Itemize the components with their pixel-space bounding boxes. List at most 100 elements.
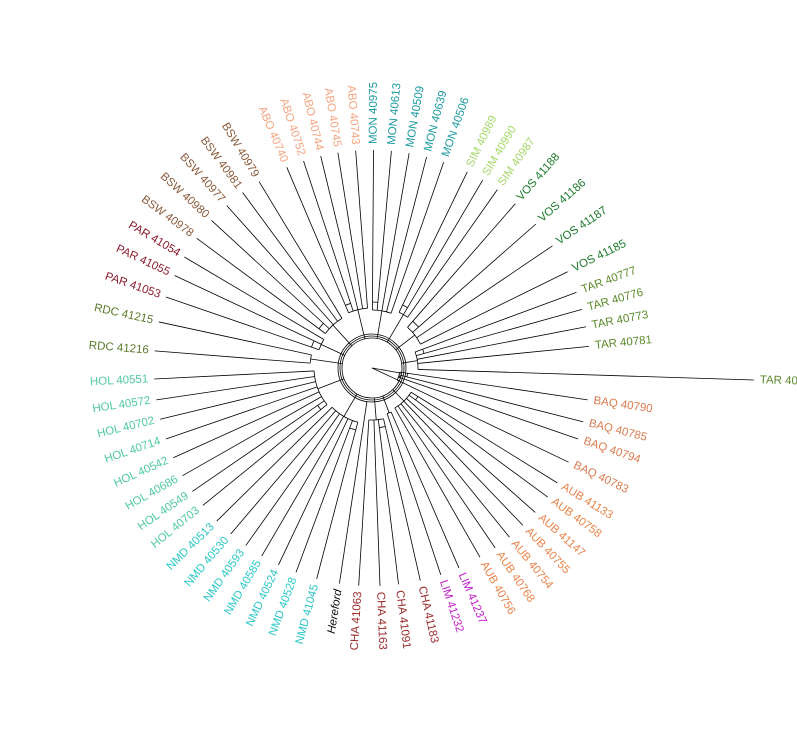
tip-branch	[399, 371, 588, 401]
tip-label: MON 40613	[386, 83, 403, 146]
tip-branch	[390, 161, 445, 314]
tip-branch	[230, 410, 337, 535]
tip-branch	[154, 350, 311, 364]
clade-stem	[374, 397, 377, 420]
tip-label: TAR 40773	[591, 309, 650, 332]
tip-branch	[406, 398, 536, 513]
tip-label: HOL 40702	[96, 415, 156, 440]
tip-branch	[216, 407, 333, 522]
subclade-arc	[406, 373, 409, 377]
tip-branch	[373, 419, 381, 586]
tip-branch	[278, 418, 349, 566]
clade-arc	[407, 327, 421, 345]
clade-arc	[387, 411, 392, 414]
tip-branch	[320, 156, 359, 310]
clade-stem	[392, 389, 405, 402]
subclade-arc	[412, 320, 419, 328]
tip-branch	[261, 416, 345, 557]
clade-stem	[398, 375, 401, 378]
tip-label: Hereford	[326, 588, 345, 635]
tip-branch	[412, 223, 537, 333]
tip-branch	[398, 376, 579, 440]
tip-branch	[376, 150, 392, 311]
tip-label: RDC 41216	[88, 340, 149, 357]
tip-branch	[242, 192, 338, 322]
tip-branch	[165, 296, 320, 351]
tip-label: CHA 41063	[349, 591, 365, 650]
tip-branch	[381, 153, 410, 311]
tip-branch	[386, 156, 427, 312]
root-branch	[371, 367, 400, 382]
clade-arc	[372, 309, 392, 314]
tip-label: BAQ 40790	[593, 395, 654, 416]
tip-branch	[226, 205, 334, 326]
clade-arc	[414, 351, 419, 370]
clade-stem	[317, 378, 345, 390]
tip-branch	[154, 370, 315, 380]
tip-branch	[416, 245, 553, 339]
tip-branch	[316, 422, 359, 579]
root-backbone	[341, 337, 403, 399]
clade-stem	[376, 310, 383, 339]
tip-branch	[211, 220, 330, 330]
tip-branch	[192, 400, 325, 492]
tip-branch	[410, 391, 558, 484]
tip-branch	[417, 345, 589, 364]
clade-stem	[401, 360, 418, 364]
tip-label: TAR 40774	[760, 374, 797, 388]
tip-branch	[408, 394, 548, 498]
subclade-arc	[317, 405, 322, 410]
tip-branch	[377, 419, 399, 585]
subclade-arc	[415, 396, 419, 401]
tip-branch	[303, 160, 354, 312]
subclade-arc	[311, 340, 315, 348]
tip-branch	[184, 256, 325, 340]
tip-branch	[158, 321, 312, 356]
tip-branch	[383, 418, 421, 581]
tip-branch	[165, 386, 318, 440]
tip-branch	[258, 181, 343, 319]
tip-label: CHA 41183	[416, 585, 441, 644]
tip-branch	[403, 179, 483, 315]
tip-branch	[420, 271, 568, 345]
clade-arc	[309, 354, 312, 364]
tip-label: CHA 41163	[374, 592, 388, 650]
clade-stem	[395, 334, 416, 351]
tip-branch	[416, 308, 583, 357]
tip-branch	[397, 379, 569, 463]
tip-label: RDC 41215	[93, 302, 154, 326]
root-backbone	[339, 335, 405, 401]
tip-branch	[394, 407, 481, 558]
root-branch	[371, 367, 402, 374]
root-backbone	[337, 333, 407, 403]
tip-label: PAR 41053	[103, 271, 162, 301]
clade-stem	[386, 314, 404, 343]
tip-branch	[417, 326, 587, 360]
tip-branch	[173, 391, 320, 459]
tip-branch	[417, 369, 754, 381]
tip-branch	[386, 413, 442, 575]
subclade-arc	[422, 349, 425, 354]
tip-branch	[174, 275, 322, 345]
subclade-arc	[379, 426, 386, 428]
tip-label: ABO 40743	[345, 85, 361, 145]
tip-branch	[156, 376, 315, 401]
clade-arc	[325, 318, 343, 334]
tip-branch	[355, 150, 368, 309]
tip-branch	[407, 189, 498, 318]
tip-branch	[182, 396, 322, 477]
tip-label: VOS 41186	[536, 177, 588, 225]
tip-branch	[399, 374, 584, 423]
tip-branch	[196, 238, 326, 334]
tip-branch	[403, 400, 524, 526]
tip-branch	[202, 404, 328, 506]
tip-label: ABO 40745	[322, 87, 343, 148]
tip-branch	[415, 291, 577, 353]
tree-branches	[154, 150, 754, 586]
tip-branch	[398, 171, 468, 313]
tip-branch	[390, 411, 460, 569]
tip-label: VOS 41185	[570, 238, 628, 275]
tip-label: MON 40975	[368, 82, 380, 144]
